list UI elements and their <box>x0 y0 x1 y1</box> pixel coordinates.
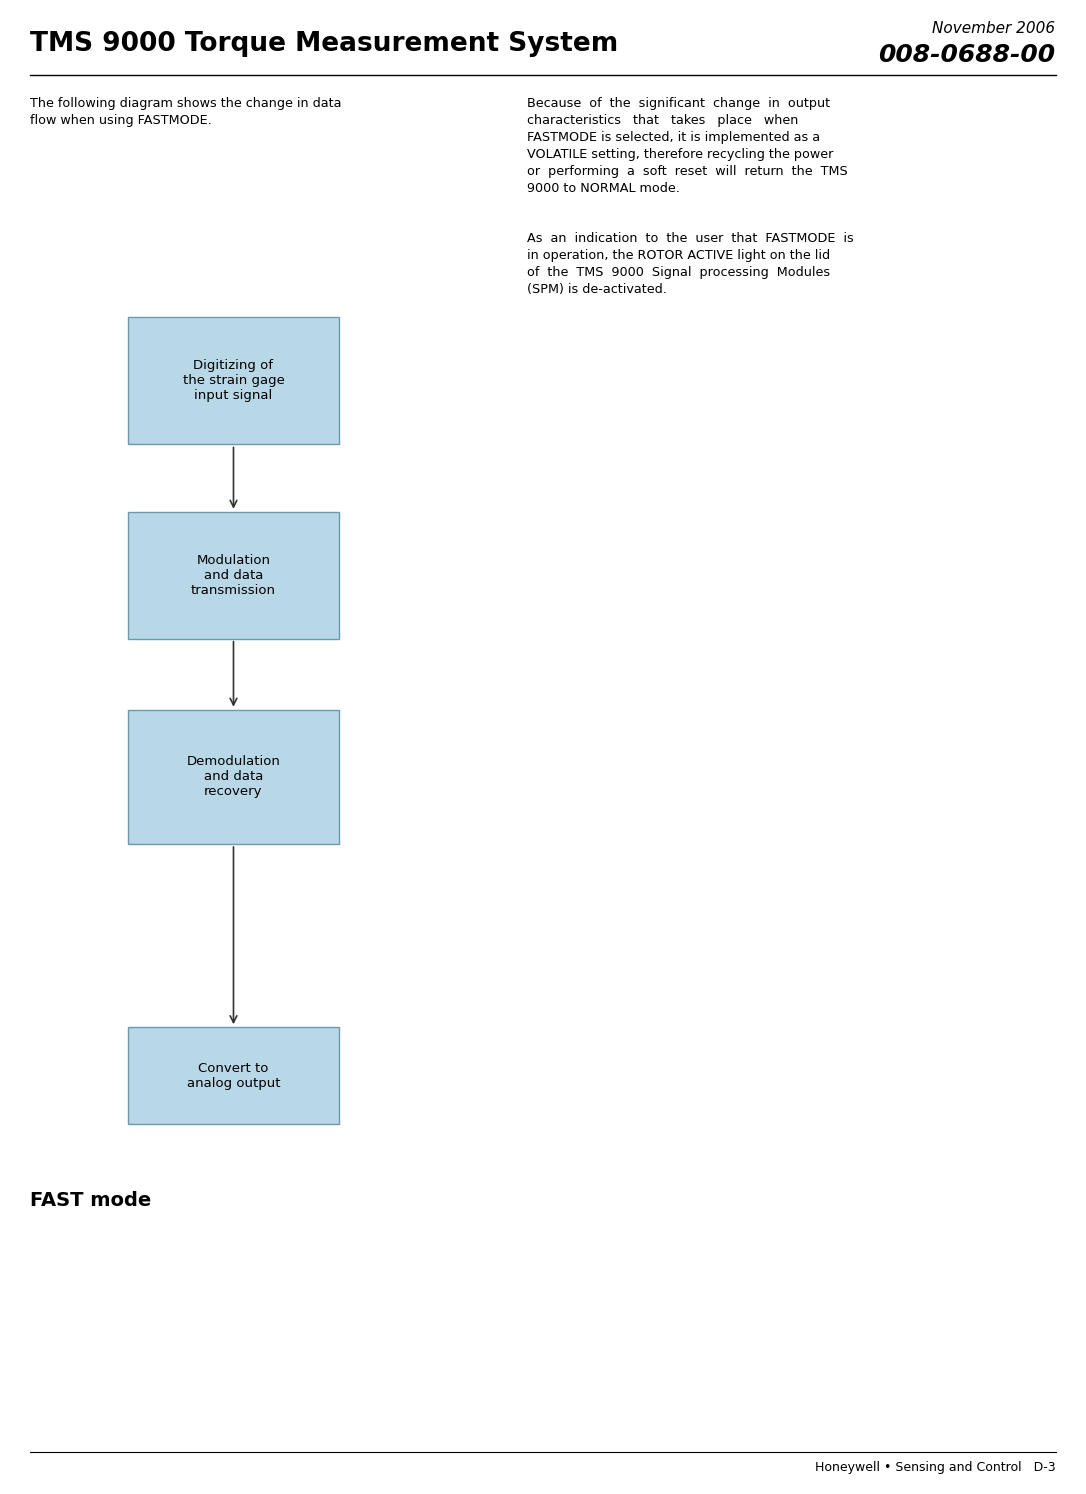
Text: Demodulation
and data
recovery: Demodulation and data recovery <box>187 756 280 798</box>
Bar <box>128 318 339 445</box>
Text: Honeywell • Sensing and Control   D-3: Honeywell • Sensing and Control D-3 <box>814 1461 1056 1475</box>
Text: Convert to
analog output: Convert to analog output <box>187 1062 280 1089</box>
Text: The following diagram shows the change in data
flow when using FASTMODE.: The following diagram shows the change i… <box>30 97 342 127</box>
Text: 008-0688-00: 008-0688-00 <box>879 43 1056 67</box>
Bar <box>128 1028 339 1123</box>
Text: November 2006: November 2006 <box>933 21 1056 36</box>
Bar <box>128 710 339 844</box>
Text: TMS 9000 Torque Measurement System: TMS 9000 Torque Measurement System <box>30 31 619 57</box>
Text: Digitizing of
the strain gage
input signal: Digitizing of the strain gage input sign… <box>182 360 285 402</box>
Text: Because  of  the  significant  change  in  output
characteristics   that   takes: Because of the significant change in out… <box>527 97 847 196</box>
Text: Modulation
and data
transmission: Modulation and data transmission <box>191 554 276 596</box>
Text: FAST mode: FAST mode <box>30 1192 152 1210</box>
Text: As  an  indication  to  the  user  that  FASTMODE  is
in operation, the ROTOR AC: As an indication to the user that FASTMO… <box>527 232 854 296</box>
Bar <box>128 511 339 639</box>
